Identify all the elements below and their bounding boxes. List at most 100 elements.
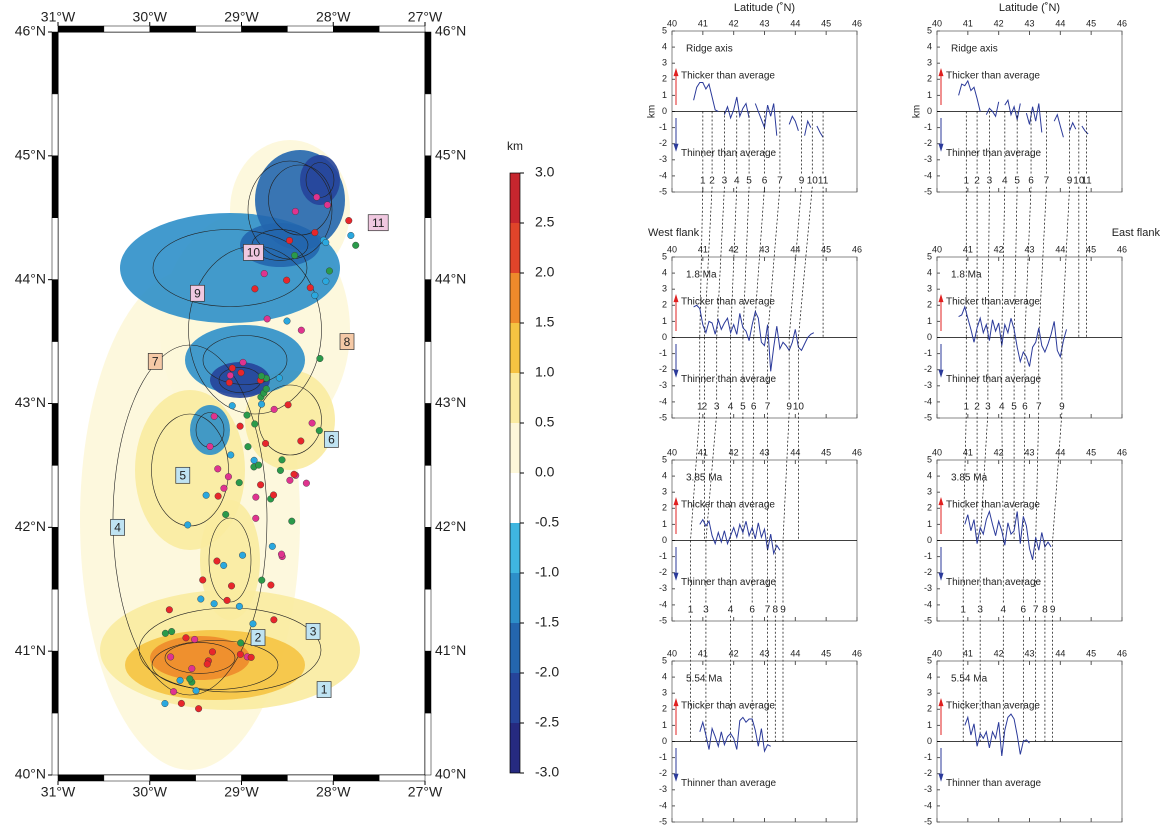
y-tick-label: -3	[924, 380, 932, 390]
border-strip	[287, 25, 334, 33]
border-strip	[424, 341, 432, 404]
sample-dot	[237, 639, 245, 647]
sample-dot	[176, 676, 184, 684]
sample-dot	[285, 237, 293, 245]
sample-dot	[210, 600, 218, 608]
segment-connector	[1024, 186, 1032, 338]
y-tick-label: -4	[924, 396, 932, 406]
lat-label: 45°N	[435, 147, 466, 163]
y-tick-label: -3	[924, 784, 932, 794]
segment-number: 6	[751, 401, 757, 412]
sample-dot	[197, 595, 205, 603]
sample-dot	[247, 653, 255, 661]
sample-dot	[325, 267, 333, 275]
border-strip	[51, 712, 59, 776]
x-axis-title: Latitude (˚N)	[999, 2, 1060, 14]
x-tick-label: 43	[759, 447, 769, 457]
y-tick-label: 5	[927, 655, 932, 665]
colorbar-tick-label: 0.0	[535, 464, 555, 480]
x-tick-label: 44	[790, 244, 800, 254]
y-tick-label: -5	[924, 816, 932, 825]
sample-dot	[270, 616, 278, 624]
y-tick-label: 3	[662, 688, 667, 698]
x-tick-label: 46	[852, 648, 862, 658]
border-strip	[241, 25, 288, 33]
x-tick-label: 42	[994, 447, 1004, 457]
x-tick-label: 40	[932, 447, 942, 457]
lat-label: 42°N	[435, 518, 466, 534]
sample-dot	[202, 491, 210, 499]
border-strip	[103, 25, 150, 33]
sample-dot	[228, 364, 236, 372]
sample-dot	[239, 551, 247, 559]
y-tick-label: -1	[659, 752, 667, 762]
segment-box	[367, 214, 389, 232]
border-strip	[424, 465, 432, 528]
y-tick-label: -4	[659, 800, 667, 810]
y-tick-label: -4	[924, 170, 932, 180]
sample-dot	[203, 660, 211, 668]
border-strip	[424, 31, 432, 95]
profiles: Latitude (˚N) Latitude (˚N) km km West flank…	[647, 2, 1161, 825]
segment-number: 6	[1022, 401, 1028, 412]
sample-dot	[199, 576, 207, 584]
border-strip	[51, 341, 59, 404]
segment-connector	[782, 412, 790, 541]
sample-dot	[268, 542, 276, 550]
arrow-head	[673, 572, 679, 581]
y-tick-label: 4	[927, 41, 932, 51]
y-tick-label: -4	[659, 170, 667, 180]
thicker-label: Thicker than average	[946, 500, 1040, 511]
sample-dot	[226, 371, 234, 379]
sample-dot	[235, 602, 243, 610]
colorbar-tick-label: -1.5	[535, 614, 559, 630]
segment-number: 5	[1014, 175, 1020, 186]
thicker-label: Thicker than average	[681, 500, 775, 511]
segment-number: 7	[1044, 175, 1050, 186]
segment-connector	[742, 186, 750, 338]
lon-label: 28°W	[316, 784, 351, 800]
x-tick-label: 45	[1086, 447, 1096, 457]
border-strip	[333, 25, 380, 33]
y-tick-label: 1	[662, 90, 667, 100]
sample-dot	[258, 400, 266, 408]
panel-label: 1.8 Ma	[686, 270, 717, 281]
sample-dot	[250, 456, 258, 464]
x-tick-label: 42	[729, 244, 739, 254]
border-strip	[51, 465, 59, 528]
x-tick-label: 45	[821, 648, 831, 658]
y-tick-label: -1	[659, 122, 667, 132]
arrow-head	[938, 497, 944, 506]
lat-label: 44°N	[15, 270, 46, 286]
segment-number: 1	[697, 401, 703, 412]
sample-dot	[347, 231, 355, 239]
lat-label: 43°N	[15, 394, 46, 410]
segment-box	[147, 353, 163, 370]
y-tick-label: 1	[927, 316, 932, 326]
x-tick-label: 46	[1117, 648, 1127, 658]
segment-label: 10	[247, 246, 261, 260]
segment-number: 7	[1033, 604, 1039, 615]
segment-number: 6	[1028, 175, 1034, 186]
segment-number: 6	[1021, 604, 1027, 615]
segment-label: 1	[321, 683, 328, 697]
y-tick-label: 1	[927, 90, 932, 100]
y-tick-label: -3	[924, 583, 932, 593]
lat-label: 41°N	[15, 642, 46, 658]
segment-number: 7	[1036, 401, 1042, 412]
thicker-label: Thicker than average	[946, 71, 1040, 82]
y-tick-label: 0	[927, 332, 932, 342]
border-strip	[195, 25, 242, 33]
colorbar-tick-label: 1.5	[535, 314, 555, 330]
contour	[164, 642, 236, 674]
sample-dot	[275, 374, 283, 382]
x-tick-label: 41	[963, 648, 973, 658]
y-tick-label: 1	[927, 519, 932, 529]
sample-dot	[223, 596, 231, 604]
arrow-head	[673, 369, 679, 378]
contour	[138, 607, 322, 693]
x-tick-label: 42	[994, 244, 1004, 254]
segment-number: 5	[740, 401, 746, 412]
lat-label: 40°N	[435, 766, 466, 782]
thickness-profile	[958, 79, 1089, 138]
